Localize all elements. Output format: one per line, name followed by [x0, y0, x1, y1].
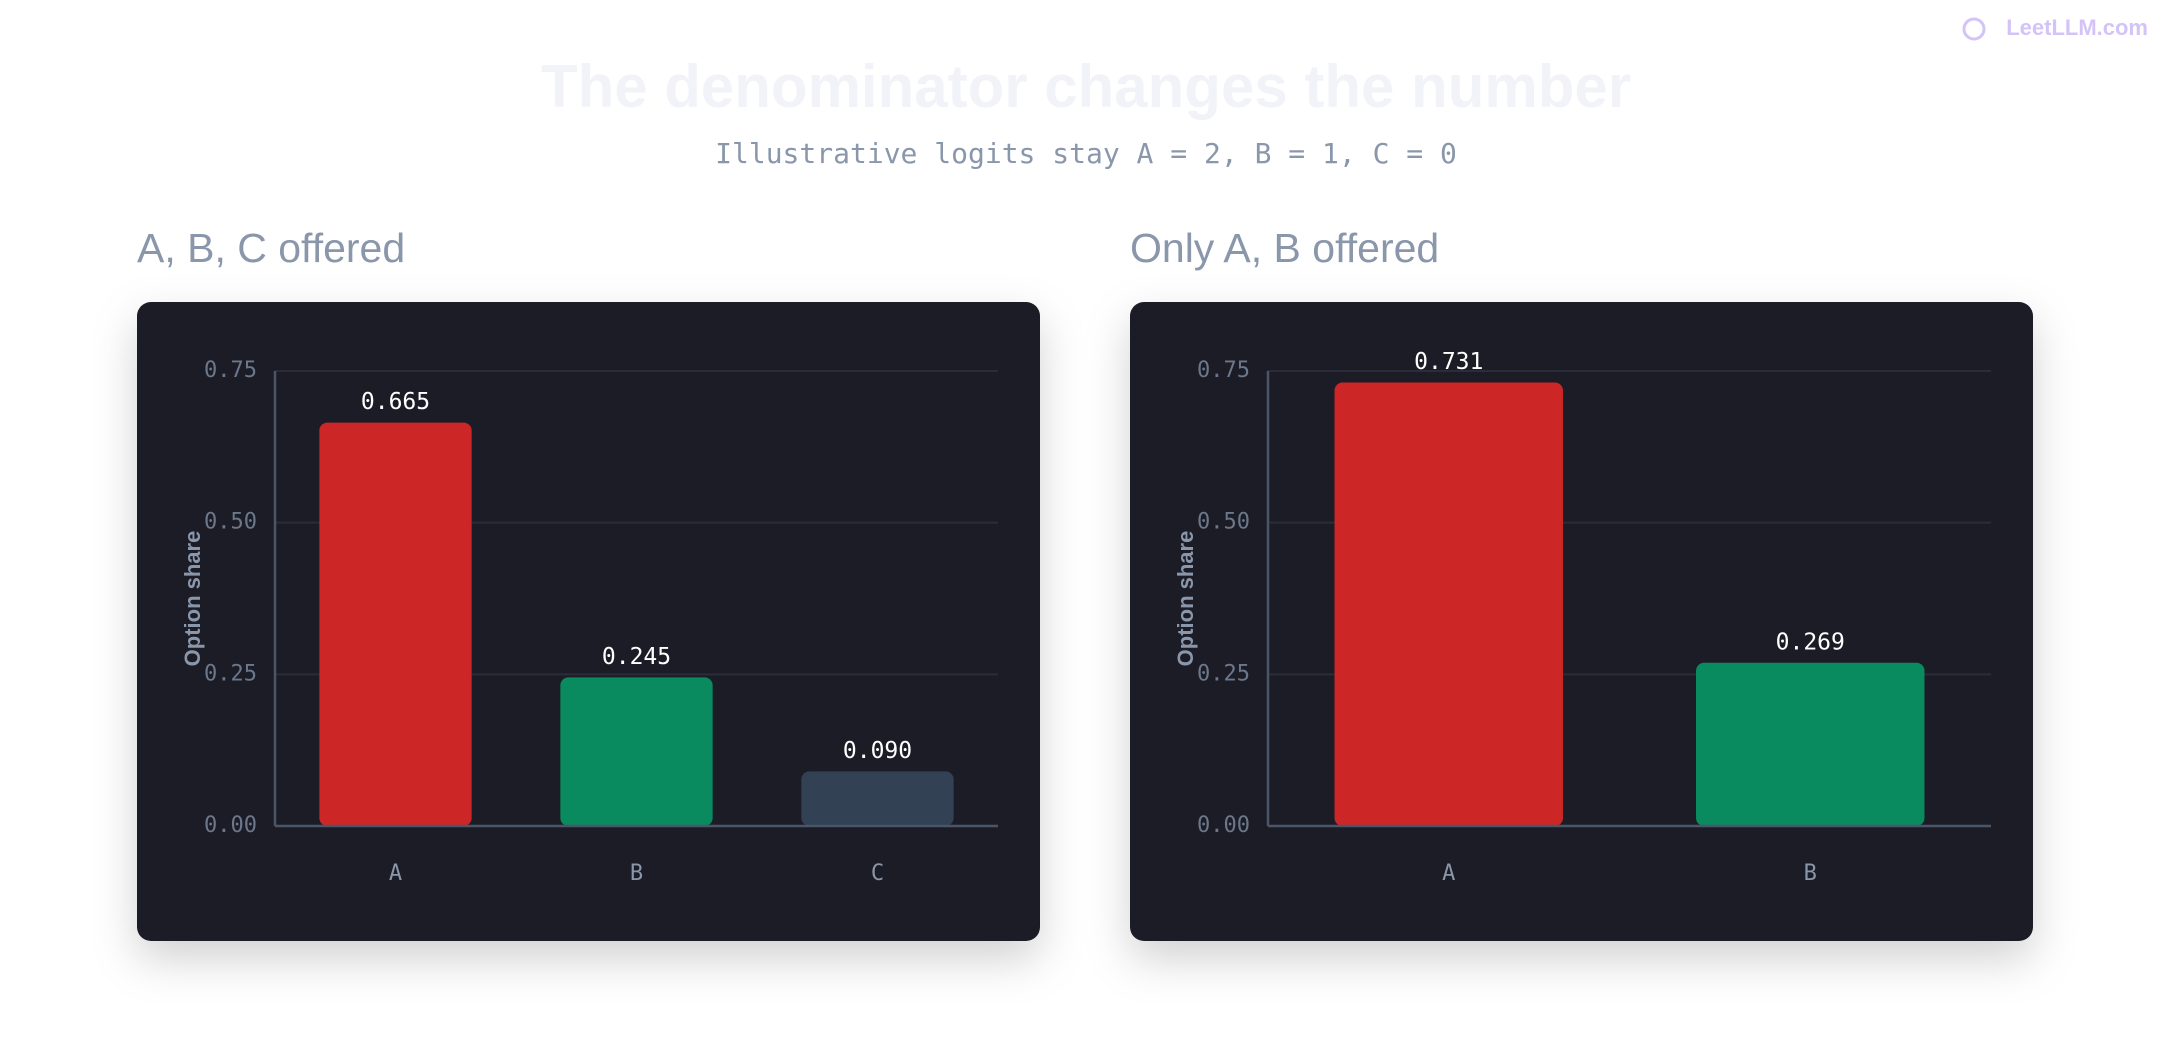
logo[interactable]: LeetLLM.com — [2006, 15, 2148, 40]
x-tick-label: B — [630, 861, 643, 886]
value-label: 0.245 — [602, 644, 671, 670]
y-tick-label: 0.75 — [1197, 358, 1250, 383]
bar — [1696, 662, 1925, 826]
y-axis-label: Option share — [1173, 531, 1198, 667]
bar — [560, 677, 713, 826]
panel — [137, 302, 1040, 941]
y-tick-label: 0.00 — [204, 813, 257, 838]
value-label: 0.665 — [361, 389, 430, 415]
bar — [801, 771, 954, 826]
panel — [1130, 302, 2033, 941]
y-tick-label: 0.50 — [204, 510, 257, 535]
x-tick-label: B — [1804, 861, 1817, 886]
chart-title: A, B, C offered — [137, 225, 405, 271]
y-tick-label: 0.75 — [204, 358, 257, 383]
x-tick-label: A — [389, 861, 402, 886]
chart-title: Only A, B offered — [1130, 225, 1439, 271]
value-label: 0.269 — [1776, 629, 1845, 655]
logo-icon — [1962, 17, 1986, 41]
y-tick-label: 0.25 — [204, 661, 257, 686]
x-tick-label: C — [871, 861, 884, 886]
bar — [319, 422, 472, 826]
bar — [1334, 382, 1563, 826]
page-title: The denominator changes the number — [541, 53, 1631, 120]
y-axis-label: Option share — [180, 531, 205, 667]
y-tick-label: 0.50 — [1197, 510, 1250, 535]
page-subtitle: Illustrative logits stay A = 2, B = 1, C… — [715, 137, 1457, 170]
y-tick-label: 0.25 — [1197, 661, 1250, 686]
value-label: 0.731 — [1414, 349, 1483, 375]
value-label: 0.090 — [843, 738, 912, 764]
x-tick-label: A — [1442, 861, 1455, 886]
y-tick-label: 0.00 — [1197, 813, 1250, 838]
